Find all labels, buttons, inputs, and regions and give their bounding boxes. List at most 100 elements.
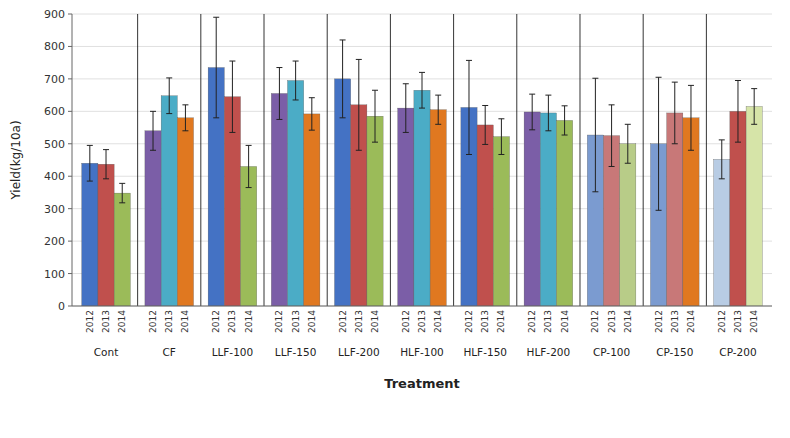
bar	[271, 93, 287, 306]
group-label: CP-150	[656, 346, 693, 358]
error-bar	[482, 105, 488, 144]
x-tick-label: 2012	[401, 310, 411, 333]
group-divider	[706, 14, 707, 306]
error-bar	[246, 145, 252, 187]
x-tick-label: 2014	[244, 310, 254, 333]
x-tick-label: 2013	[227, 310, 237, 333]
error-bar	[609, 105, 615, 167]
error-bar	[562, 106, 568, 135]
error-bar	[592, 78, 598, 192]
group-label: HLF-150	[463, 346, 507, 358]
y-tick-label: 500	[44, 138, 65, 151]
error-bar	[719, 140, 725, 179]
x-tick-label: 2012	[148, 310, 158, 333]
y-tick-label: 800	[44, 40, 65, 53]
error-bar	[466, 60, 472, 154]
y-tick	[68, 14, 72, 15]
error-bar	[419, 72, 425, 108]
y-tick	[68, 176, 72, 177]
error-bar	[498, 119, 504, 155]
bar	[82, 163, 98, 306]
x-tick-label: 2014	[496, 310, 506, 333]
bar	[161, 96, 177, 306]
error-bar	[293, 61, 299, 100]
error-bar	[276, 68, 282, 120]
y-axis	[72, 14, 73, 306]
x-tick-label: 2014	[180, 310, 190, 333]
x-tick-label: 2012	[654, 310, 664, 333]
y-tick	[68, 208, 72, 209]
error-bar	[656, 77, 662, 210]
error-bar	[309, 98, 315, 130]
group-label: CP-100	[593, 346, 630, 358]
x-tick-label: 2013	[164, 310, 174, 333]
error-bar	[735, 81, 741, 143]
x-tick-label: 2013	[607, 310, 617, 333]
y-tick-label: 600	[44, 105, 65, 118]
y-tick	[68, 273, 72, 274]
x-tick-label: 2013	[733, 310, 743, 333]
group-label: LLF-150	[275, 346, 317, 358]
group-divider	[643, 14, 644, 306]
bar	[177, 118, 193, 306]
group-divider	[137, 14, 138, 306]
x-tick-label: 2012	[211, 310, 221, 333]
y-tick-label: 100	[44, 268, 65, 281]
x-tick-label: 2012	[527, 310, 537, 333]
bar	[304, 114, 320, 306]
bar	[477, 125, 493, 306]
y-tick-label: 400	[44, 170, 65, 183]
bars	[82, 17, 763, 306]
group-label: HLF-100	[400, 346, 444, 358]
bar	[398, 108, 414, 306]
x-tick-label: 2012	[274, 310, 284, 333]
y-tick	[68, 46, 72, 47]
error-bar	[529, 94, 535, 130]
error-bar	[229, 61, 235, 132]
y-tick	[68, 78, 72, 79]
group-divider	[453, 14, 454, 306]
x-tick-label: 2014	[560, 310, 570, 333]
group-label: HLF-200	[527, 346, 571, 358]
y-tick-label: 700	[44, 73, 65, 86]
x-axis	[72, 306, 772, 307]
y-tick-label: 300	[44, 203, 65, 216]
group-label: CF	[163, 346, 176, 358]
error-bar	[103, 150, 109, 179]
bar	[556, 120, 572, 306]
bar	[288, 81, 304, 306]
bar	[493, 137, 509, 306]
x-tick-label: 2012	[85, 310, 95, 333]
group-divider	[579, 14, 580, 306]
bar	[714, 159, 730, 306]
error-bar	[356, 59, 362, 150]
bar	[746, 106, 762, 306]
error-bar	[545, 95, 551, 131]
x-tick-label: 2012	[338, 310, 348, 333]
group-divider	[516, 14, 517, 306]
error-bar	[625, 124, 631, 163]
grid-line	[72, 46, 772, 47]
x-tick-label: 2012	[464, 310, 474, 333]
bar	[98, 164, 114, 306]
x-tick-label: 2013	[291, 310, 301, 333]
group-divider	[200, 14, 201, 306]
error-bar	[340, 40, 346, 118]
y-tick	[68, 111, 72, 112]
y-tick	[68, 306, 72, 307]
error-bar	[119, 183, 125, 202]
x-tick-label: 2014	[117, 310, 127, 333]
error-bar	[403, 84, 409, 133]
bar	[414, 90, 430, 306]
x-tick-label: 2013	[543, 310, 553, 333]
error-bar	[166, 78, 172, 114]
y-tick-label: 200	[44, 235, 65, 248]
group-divider	[264, 14, 265, 306]
x-tick-label: 2013	[670, 310, 680, 333]
x-tick-label: 2014	[370, 310, 380, 333]
group-label: Cont	[94, 346, 119, 358]
y-tick-label: 0	[58, 300, 65, 313]
y-tick-label: 900	[44, 8, 65, 21]
group-label: LLF-100	[212, 346, 254, 358]
error-bar	[751, 89, 757, 125]
